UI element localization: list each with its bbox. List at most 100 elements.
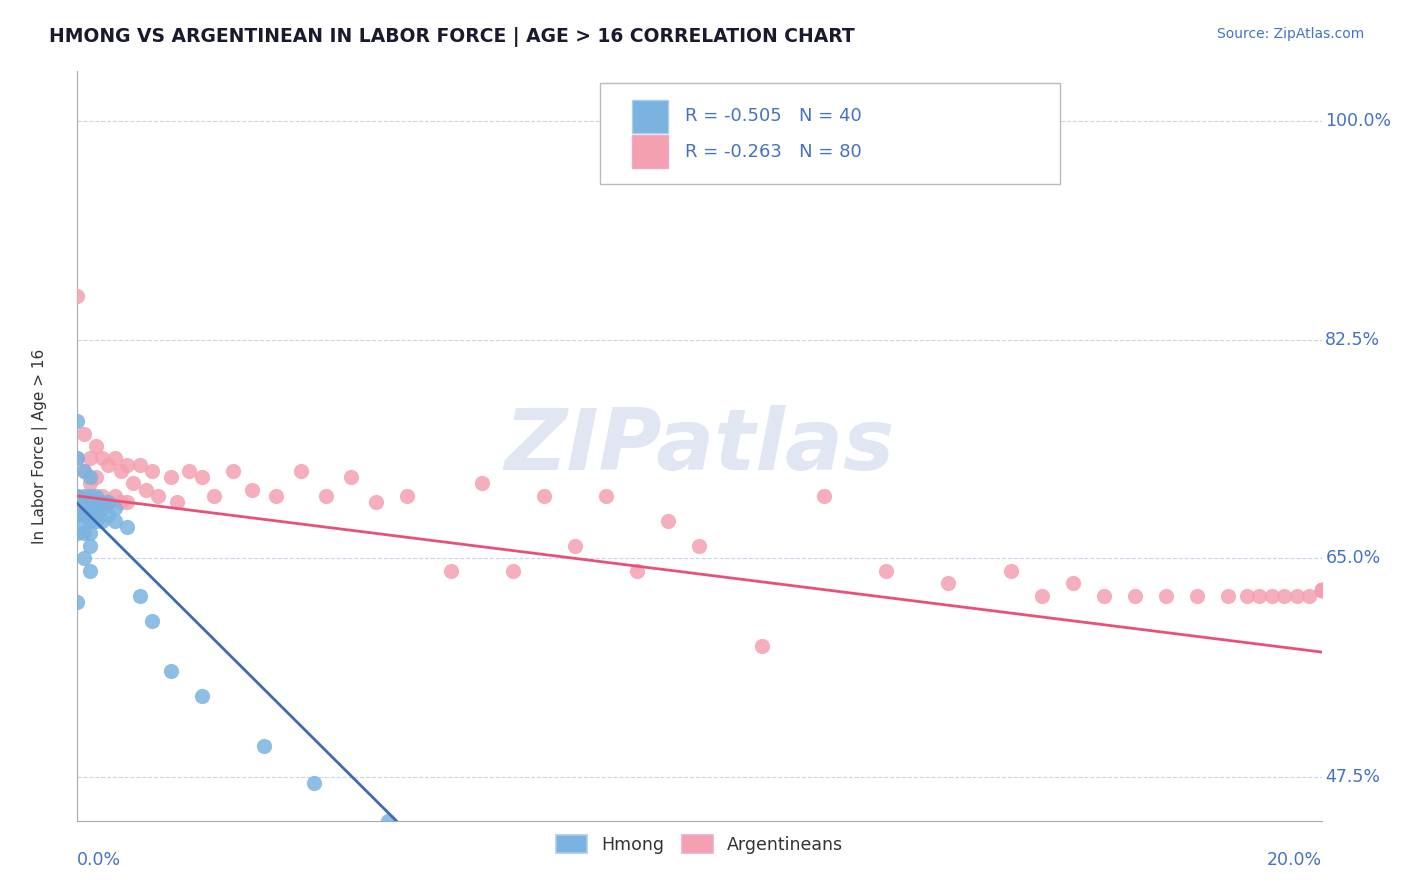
- Point: [1062, 576, 1084, 591]
- Point: [84, 439, 107, 453]
- Point: [533, 489, 555, 503]
- Point: [364, 495, 387, 509]
- Point: [751, 639, 773, 653]
- Text: 0.0%: 0.0%: [77, 851, 121, 869]
- Text: 47.5%: 47.5%: [1326, 768, 1381, 786]
- Point: [79, 451, 101, 466]
- Point: [166, 495, 188, 509]
- Point: [936, 576, 959, 591]
- Legend: Hmong, Argentineans: Hmong, Argentineans: [550, 828, 849, 861]
- Point: [1261, 589, 1284, 603]
- Point: [72, 501, 94, 516]
- Point: [148, 489, 170, 503]
- Text: ZIPatlas: ZIPatlas: [505, 404, 894, 488]
- Point: [72, 551, 94, 566]
- Point: [66, 526, 89, 541]
- Text: 20.0%: 20.0%: [1267, 851, 1322, 869]
- Point: [1310, 582, 1333, 597]
- Point: [159, 664, 181, 678]
- Point: [72, 508, 94, 522]
- Point: [91, 495, 114, 509]
- Point: [72, 464, 94, 478]
- Point: [115, 495, 138, 509]
- Point: [439, 564, 461, 578]
- Point: [626, 564, 648, 578]
- Point: [1310, 582, 1333, 597]
- Point: [253, 739, 276, 753]
- Point: [79, 476, 101, 491]
- Point: [159, 470, 181, 484]
- Point: [79, 508, 101, 522]
- Point: [91, 451, 114, 466]
- Point: [1236, 589, 1258, 603]
- Point: [396, 489, 419, 503]
- Point: [657, 514, 679, 528]
- Point: [97, 495, 120, 509]
- Point: [1310, 582, 1333, 597]
- Point: [340, 470, 363, 484]
- Point: [595, 489, 617, 503]
- Point: [315, 489, 337, 503]
- Point: [1000, 564, 1022, 578]
- Point: [179, 464, 201, 478]
- Point: [110, 495, 132, 509]
- Point: [1310, 582, 1333, 597]
- Point: [115, 458, 138, 472]
- FancyBboxPatch shape: [633, 100, 668, 133]
- Point: [104, 514, 127, 528]
- Point: [79, 526, 101, 541]
- Point: [689, 539, 711, 553]
- Point: [84, 501, 107, 516]
- FancyBboxPatch shape: [633, 135, 668, 168]
- Point: [66, 414, 89, 428]
- Point: [564, 539, 586, 553]
- Point: [202, 489, 225, 503]
- Point: [1310, 582, 1333, 597]
- Point: [190, 470, 214, 484]
- Point: [72, 489, 94, 503]
- Point: [79, 470, 101, 484]
- Point: [66, 508, 89, 522]
- Point: [1285, 589, 1308, 603]
- Text: 100.0%: 100.0%: [1326, 112, 1392, 130]
- Text: 82.5%: 82.5%: [1326, 331, 1381, 349]
- Point: [1249, 589, 1271, 603]
- Point: [66, 489, 89, 503]
- Point: [128, 458, 150, 472]
- Point: [1310, 582, 1333, 597]
- Text: In Labor Force | Age > 16: In Labor Force | Age > 16: [32, 349, 48, 543]
- Point: [97, 495, 120, 509]
- Point: [290, 464, 312, 478]
- Point: [1310, 582, 1333, 597]
- Point: [813, 489, 835, 503]
- Point: [72, 426, 94, 441]
- Text: R = -0.505   N = 40: R = -0.505 N = 40: [685, 107, 862, 125]
- Point: [66, 595, 89, 609]
- Point: [122, 476, 145, 491]
- Point: [66, 451, 89, 466]
- Point: [222, 464, 245, 478]
- Point: [1185, 589, 1208, 603]
- Point: [91, 489, 114, 503]
- Point: [1092, 589, 1115, 603]
- Point: [97, 458, 120, 472]
- Point: [1310, 582, 1333, 597]
- Point: [128, 589, 150, 603]
- Point: [471, 476, 494, 491]
- Point: [377, 814, 399, 828]
- Point: [302, 776, 325, 790]
- Point: [97, 508, 120, 522]
- Point: [66, 451, 89, 466]
- Point: [1298, 589, 1320, 603]
- Point: [141, 614, 163, 628]
- Point: [240, 483, 263, 497]
- Point: [1272, 589, 1295, 603]
- Text: HMONG VS ARGENTINEAN IN LABOR FORCE | AGE > 16 CORRELATION CHART: HMONG VS ARGENTINEAN IN LABOR FORCE | AG…: [49, 27, 855, 46]
- Point: [72, 514, 94, 528]
- Point: [84, 501, 107, 516]
- Point: [266, 489, 288, 503]
- Point: [1031, 589, 1053, 603]
- Point: [79, 514, 101, 528]
- Point: [79, 564, 101, 578]
- Point: [79, 501, 101, 516]
